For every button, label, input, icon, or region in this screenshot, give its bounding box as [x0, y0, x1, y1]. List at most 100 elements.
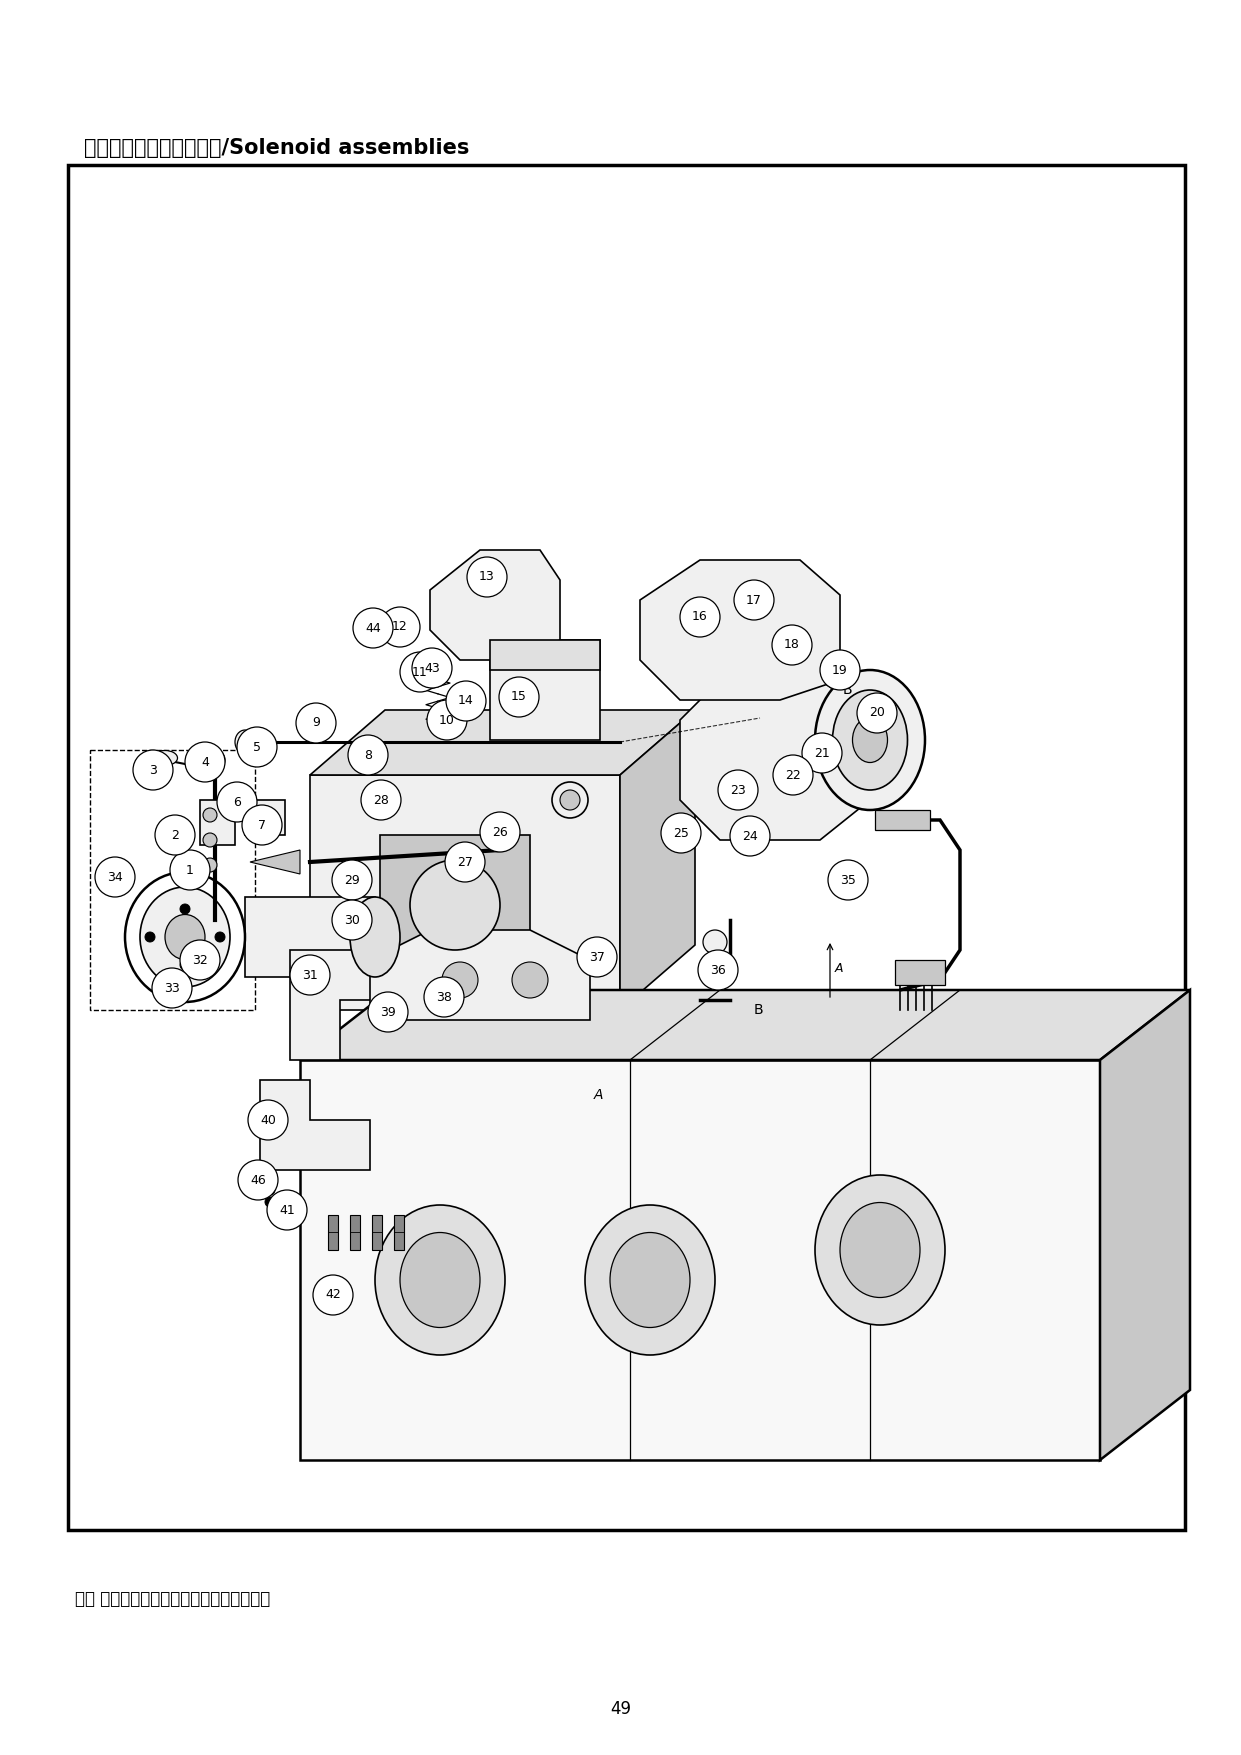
Text: 3: 3: [149, 763, 156, 776]
Polygon shape: [249, 849, 300, 874]
Circle shape: [719, 770, 758, 811]
Polygon shape: [370, 930, 589, 1020]
Text: 25: 25: [673, 827, 689, 839]
Text: 30: 30: [344, 914, 360, 927]
Text: 33: 33: [164, 981, 180, 995]
Text: 29: 29: [344, 874, 360, 886]
Circle shape: [560, 790, 580, 811]
Circle shape: [513, 962, 549, 999]
Text: B: B: [755, 1004, 763, 1016]
Bar: [393, 1214, 405, 1250]
Text: 15: 15: [511, 690, 527, 704]
Text: 9: 9: [311, 716, 320, 730]
Circle shape: [380, 607, 419, 648]
Bar: [350, 1214, 360, 1250]
Ellipse shape: [840, 1202, 920, 1297]
Bar: [875, 811, 930, 830]
Circle shape: [204, 807, 217, 821]
Text: 42: 42: [325, 1288, 341, 1302]
Bar: [244, 897, 375, 978]
Circle shape: [180, 941, 220, 979]
Bar: [200, 800, 235, 844]
Circle shape: [170, 849, 210, 890]
Circle shape: [773, 755, 813, 795]
Text: 注： 点划线框代表暂时不用或以改进零件。: 注： 点划线框代表暂时不用或以改进零件。: [74, 1590, 271, 1608]
Circle shape: [697, 949, 738, 990]
Text: 14: 14: [458, 695, 474, 707]
Text: 24: 24: [742, 830, 758, 842]
Text: 17: 17: [746, 593, 762, 607]
Text: 10: 10: [439, 714, 455, 727]
Circle shape: [369, 992, 408, 1032]
Text: 16: 16: [692, 611, 707, 623]
Text: 8: 8: [364, 748, 372, 762]
Polygon shape: [310, 711, 695, 776]
Circle shape: [802, 734, 841, 772]
Text: 23: 23: [730, 783, 746, 797]
Circle shape: [266, 1197, 276, 1207]
Bar: [490, 641, 599, 741]
Text: 12: 12: [392, 621, 408, 634]
Circle shape: [266, 1185, 276, 1195]
Text: A: A: [594, 1088, 603, 1102]
Bar: [68, 165, 1185, 1530]
Ellipse shape: [375, 1206, 505, 1355]
Circle shape: [204, 834, 217, 848]
Polygon shape: [640, 560, 840, 700]
Ellipse shape: [400, 1232, 480, 1327]
Ellipse shape: [125, 872, 244, 1002]
Bar: [300, 1060, 1100, 1460]
Ellipse shape: [853, 718, 887, 762]
Circle shape: [155, 814, 195, 855]
Polygon shape: [261, 1079, 370, 1171]
Circle shape: [313, 1274, 352, 1314]
Circle shape: [410, 860, 500, 949]
Circle shape: [858, 693, 897, 734]
Text: 6: 6: [233, 795, 241, 809]
Text: 31: 31: [302, 969, 318, 981]
Circle shape: [730, 816, 769, 856]
Circle shape: [661, 813, 701, 853]
Circle shape: [133, 749, 172, 790]
Circle shape: [96, 856, 135, 897]
Circle shape: [242, 806, 282, 844]
Circle shape: [180, 960, 190, 971]
Text: 38: 38: [436, 990, 452, 1004]
Text: 20: 20: [869, 707, 885, 720]
Text: 43: 43: [424, 662, 439, 674]
Circle shape: [772, 625, 812, 665]
Text: 13: 13: [479, 570, 495, 583]
Ellipse shape: [585, 1206, 715, 1355]
Text: 5: 5: [253, 741, 261, 753]
Circle shape: [499, 677, 539, 718]
Text: 18: 18: [784, 639, 800, 651]
Circle shape: [400, 653, 441, 691]
Ellipse shape: [165, 914, 205, 960]
Circle shape: [151, 969, 192, 1007]
Text: 22: 22: [786, 769, 800, 781]
Text: 41: 41: [279, 1204, 295, 1216]
Polygon shape: [429, 549, 560, 660]
Circle shape: [145, 932, 155, 942]
Ellipse shape: [350, 897, 400, 978]
Text: 36: 36: [710, 963, 726, 976]
Ellipse shape: [611, 1232, 690, 1327]
Circle shape: [680, 597, 720, 637]
Circle shape: [180, 904, 190, 914]
Polygon shape: [300, 990, 1190, 1060]
Circle shape: [267, 1190, 307, 1230]
Ellipse shape: [235, 730, 254, 755]
Circle shape: [412, 648, 452, 688]
Circle shape: [577, 937, 617, 978]
Text: 21: 21: [814, 746, 830, 760]
Polygon shape: [290, 949, 410, 1060]
Ellipse shape: [815, 1176, 944, 1325]
Text: 39: 39: [380, 1006, 396, 1018]
Bar: [895, 960, 944, 985]
Ellipse shape: [339, 870, 361, 886]
Ellipse shape: [153, 751, 177, 765]
Circle shape: [352, 607, 393, 648]
Text: 37: 37: [589, 951, 604, 963]
Circle shape: [427, 700, 467, 741]
Circle shape: [361, 779, 401, 820]
